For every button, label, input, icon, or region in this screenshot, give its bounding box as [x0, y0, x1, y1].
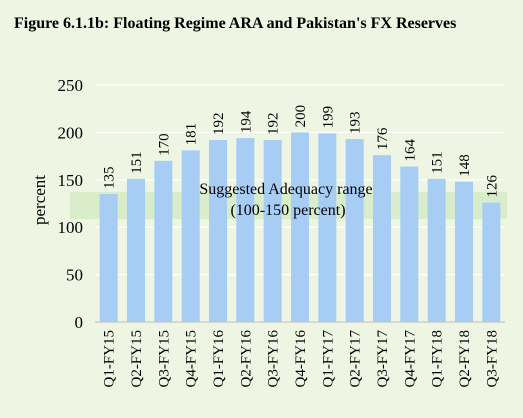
adequacy-band-text: Suggested Adequacy range (100-150 percen… [199, 181, 372, 219]
x-tick-label: Q2-FY15 [129, 330, 145, 388]
bars [99, 132, 501, 322]
data-label: 176 [375, 127, 391, 150]
x-tick-label: Q3-FY16 [266, 330, 282, 388]
data-label: 199 [320, 106, 336, 129]
data-label: 193 [348, 112, 364, 135]
y-tick-label: 0 [75, 313, 84, 332]
bar [454, 181, 474, 322]
data-label: 181 [184, 123, 200, 146]
y-tick-label: 50 [66, 266, 83, 285]
x-tick-label: Q3-FY17 [375, 330, 391, 388]
bar [427, 178, 446, 322]
bar [345, 139, 364, 322]
y-tick-label: 100 [58, 218, 84, 237]
bar [236, 138, 255, 322]
x-tick-label: Q1-FY16 [211, 330, 227, 388]
axes: 0 50 100 150 200 250 Q1-FY15 Q2-FY15 Q3-FY15 Q4-F… [58, 76, 505, 388]
bar [263, 139, 282, 322]
x-tick-label: Q1-FY17 [320, 330, 336, 388]
x-tick-label: Q1-FY15 [102, 330, 118, 388]
data-label: 148 [457, 154, 473, 177]
bar [318, 133, 337, 322]
data-label: 135 [102, 167, 118, 190]
y-tick-label: 150 [58, 171, 84, 190]
bar [208, 139, 228, 322]
x-tick-label: Q2-FY16 [238, 330, 254, 388]
bar [181, 150, 200, 322]
data-label: 200 [293, 105, 309, 128]
x-tick-label: Q4-FY17 [402, 330, 418, 388]
bar [290, 132, 310, 322]
data-labels: 135 151 170 181 192 194 192 200 199 193 176 164 151 1… [102, 105, 501, 198]
data-label: 170 [156, 133, 172, 156]
x-tick-label: Q3-FY18 [484, 330, 500, 388]
data-label: 192 [211, 112, 227, 135]
y-axis-label: percent [30, 175, 49, 225]
x-tick-label: Q3-FY15 [156, 330, 172, 388]
data-label: 151 [430, 151, 446, 174]
bar [400, 166, 419, 322]
data-label: 151 [129, 151, 145, 174]
data-label: 126 [484, 175, 500, 198]
band-label-line1: Suggested Adequacy range [199, 181, 372, 198]
data-label: 194 [238, 110, 254, 133]
bar [99, 194, 118, 322]
band-label-line2: (100-150 percent) [230, 202, 345, 219]
bar [372, 155, 392, 322]
x-tick-label: Q2-FY18 [457, 330, 473, 388]
bar [482, 202, 501, 322]
x-tick-label: Q4-FY16 [293, 330, 309, 388]
bar [154, 160, 173, 322]
figure-title: Figure 6.1.1b: Floating Regime ARA and P… [14, 15, 456, 32]
y-tick-label: 200 [58, 123, 84, 142]
x-tick-label: Q4-FY15 [184, 330, 200, 388]
data-label: 192 [266, 112, 282, 135]
x-tick-label: Q1-FY18 [430, 330, 446, 388]
x-tick-label: Q2-FY17 [348, 330, 364, 388]
data-label: 164 [402, 139, 418, 162]
bar [126, 178, 146, 322]
y-tick-label: 250 [58, 76, 84, 95]
